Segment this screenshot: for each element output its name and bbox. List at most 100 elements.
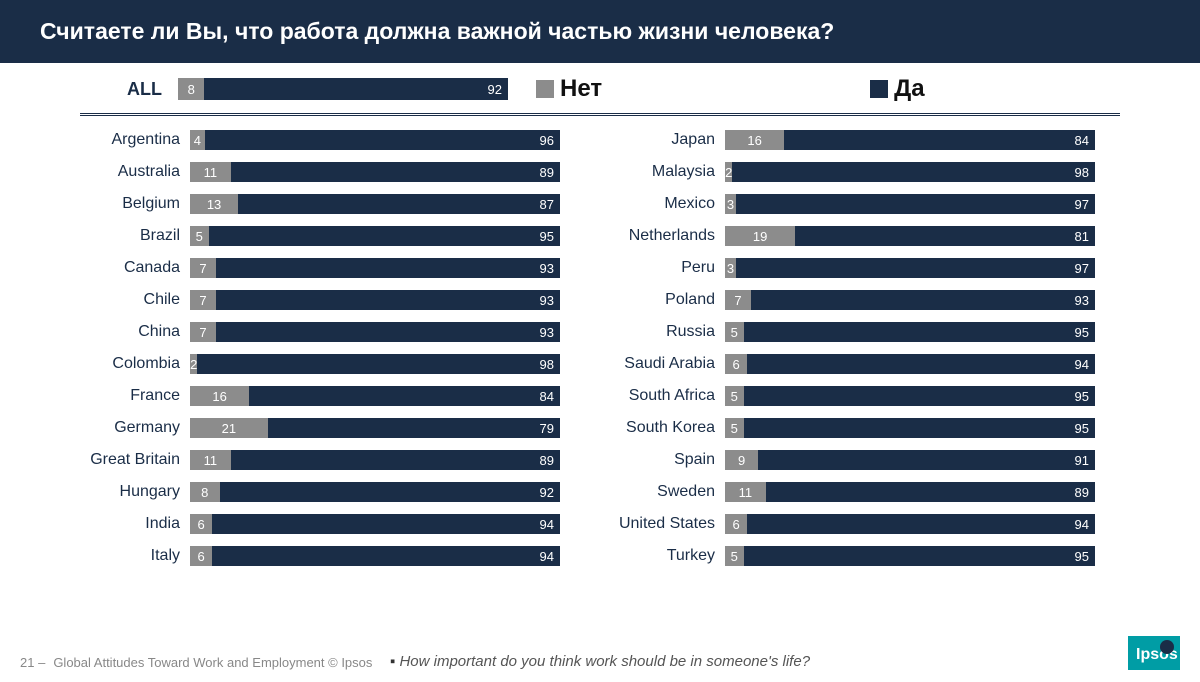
bar: 595 bbox=[725, 546, 1095, 566]
bar-no-segment: 7 bbox=[725, 290, 751, 310]
bar-yes-segment: 84 bbox=[784, 130, 1095, 150]
bar: 595 bbox=[725, 418, 1095, 438]
bar-yes-segment: 93 bbox=[751, 290, 1095, 310]
table-row: Malaysia298 bbox=[615, 156, 1120, 188]
table-row: Belgium1387 bbox=[80, 188, 585, 220]
table-row: Poland793 bbox=[615, 284, 1120, 316]
page-title: Считаете ли Вы, что работа должна важной… bbox=[0, 0, 1200, 63]
table-row: Turkey595 bbox=[615, 540, 1120, 572]
country-label: Great Britain bbox=[80, 451, 190, 469]
country-label: Belgium bbox=[80, 195, 190, 213]
table-row: South Africa595 bbox=[615, 380, 1120, 412]
country-label: United States bbox=[615, 515, 725, 533]
country-label: Mexico bbox=[615, 195, 725, 213]
country-label: Saudi Arabia bbox=[615, 355, 725, 373]
country-label: France bbox=[80, 387, 190, 405]
bar: 595 bbox=[725, 386, 1095, 406]
bar: 1684 bbox=[725, 130, 1095, 150]
bar-no-segment: 5 bbox=[190, 226, 209, 246]
legend-yes-label: Да bbox=[894, 75, 924, 103]
bar: 694 bbox=[190, 546, 560, 566]
footer-source: Global Attitudes Toward Work and Employm… bbox=[53, 655, 372, 670]
bar-no-segment: 5 bbox=[725, 418, 744, 438]
country-label: Brazil bbox=[80, 227, 190, 245]
bar-no-segment: 16 bbox=[725, 130, 784, 150]
bar-no-segment: 2 bbox=[725, 162, 732, 182]
bar: 793 bbox=[725, 290, 1095, 310]
table-row: United States694 bbox=[615, 508, 1120, 540]
all-bar: 8 92 bbox=[178, 78, 508, 100]
country-label: Peru bbox=[615, 259, 725, 277]
bar: 1387 bbox=[190, 194, 560, 214]
bar-no-segment: 5 bbox=[725, 322, 744, 342]
bar-no-segment: 21 bbox=[190, 418, 268, 438]
bar: 793 bbox=[190, 290, 560, 310]
bar-no-segment: 4 bbox=[190, 130, 205, 150]
table-row: China793 bbox=[80, 316, 585, 348]
table-row: Peru397 bbox=[615, 252, 1120, 284]
table-row: Australia1189 bbox=[80, 156, 585, 188]
bar-no-segment: 7 bbox=[190, 258, 216, 278]
bar: 1189 bbox=[190, 162, 560, 182]
bar-no-segment: 8 bbox=[190, 482, 220, 502]
bar-no-segment: 19 bbox=[725, 226, 795, 246]
bar-no-segment: 7 bbox=[190, 322, 216, 342]
ipsos-logo: Ipsos bbox=[1128, 636, 1180, 670]
bar-no-segment: 11 bbox=[190, 450, 231, 470]
bar-no-segment: 11 bbox=[190, 162, 231, 182]
bar-no-segment: 9 bbox=[725, 450, 758, 470]
table-row: Russia595 bbox=[615, 316, 1120, 348]
country-label: China bbox=[80, 323, 190, 341]
footer: 21 – Global Attitudes Toward Work and Em… bbox=[20, 636, 1180, 670]
bar-no-segment: 3 bbox=[725, 194, 736, 214]
bar: 1189 bbox=[190, 450, 560, 470]
table-row: South Korea595 bbox=[615, 412, 1120, 444]
bar: 793 bbox=[190, 258, 560, 278]
table-row: Great Britain1189 bbox=[80, 444, 585, 476]
table-row: Chile793 bbox=[80, 284, 585, 316]
swatch-no-icon bbox=[536, 80, 554, 98]
page-number: 21 – bbox=[20, 655, 45, 670]
table-row: Brazil595 bbox=[80, 220, 585, 252]
swatch-yes-icon bbox=[870, 80, 888, 98]
legend-no: Нет bbox=[536, 75, 602, 103]
bar: 694 bbox=[725, 514, 1095, 534]
country-label: Sweden bbox=[615, 483, 725, 501]
bar: 298 bbox=[190, 354, 560, 374]
table-row: Germany2179 bbox=[80, 412, 585, 444]
bar: 595 bbox=[725, 322, 1095, 342]
bar-no-segment: 2 bbox=[190, 354, 197, 374]
bar-yes-segment: 97 bbox=[736, 258, 1095, 278]
country-label: Canada bbox=[80, 259, 190, 277]
bar-no-segment: 5 bbox=[725, 386, 744, 406]
country-label: Malaysia bbox=[615, 163, 725, 181]
bar-yes-segment: 98 bbox=[732, 162, 1095, 182]
table-row: Hungary892 bbox=[80, 476, 585, 508]
bar: 892 bbox=[190, 482, 560, 502]
bar-yes-segment: 96 bbox=[205, 130, 560, 150]
table-row: Sweden1189 bbox=[615, 476, 1120, 508]
country-label: Hungary bbox=[80, 483, 190, 501]
bar-yes-segment: 84 bbox=[249, 386, 560, 406]
country-label: South Korea bbox=[615, 419, 725, 437]
table-row: Saudi Arabia694 bbox=[615, 348, 1120, 380]
bar-yes-segment: 92 bbox=[220, 482, 560, 502]
table-row: Spain991 bbox=[615, 444, 1120, 476]
bar-no-segment: 6 bbox=[190, 546, 212, 566]
bar-no-segment: 13 bbox=[190, 194, 238, 214]
logo-dot-icon bbox=[1160, 640, 1174, 654]
country-label: Japan bbox=[615, 131, 725, 149]
bar: 694 bbox=[725, 354, 1095, 374]
bar: 397 bbox=[725, 194, 1095, 214]
column-right: Japan1684Malaysia298Mexico397Netherlands… bbox=[615, 124, 1120, 572]
table-row: Netherlands1981 bbox=[615, 220, 1120, 252]
all-bar-no: 8 bbox=[178, 78, 204, 100]
bar-yes-segment: 97 bbox=[736, 194, 1095, 214]
bar: 298 bbox=[725, 162, 1095, 182]
bar-no-segment: 11 bbox=[725, 482, 766, 502]
bar-yes-segment: 95 bbox=[209, 226, 561, 246]
bar-no-segment: 16 bbox=[190, 386, 249, 406]
country-label: Chile bbox=[80, 291, 190, 309]
table-row: India694 bbox=[80, 508, 585, 540]
country-label: Colombia bbox=[80, 355, 190, 373]
